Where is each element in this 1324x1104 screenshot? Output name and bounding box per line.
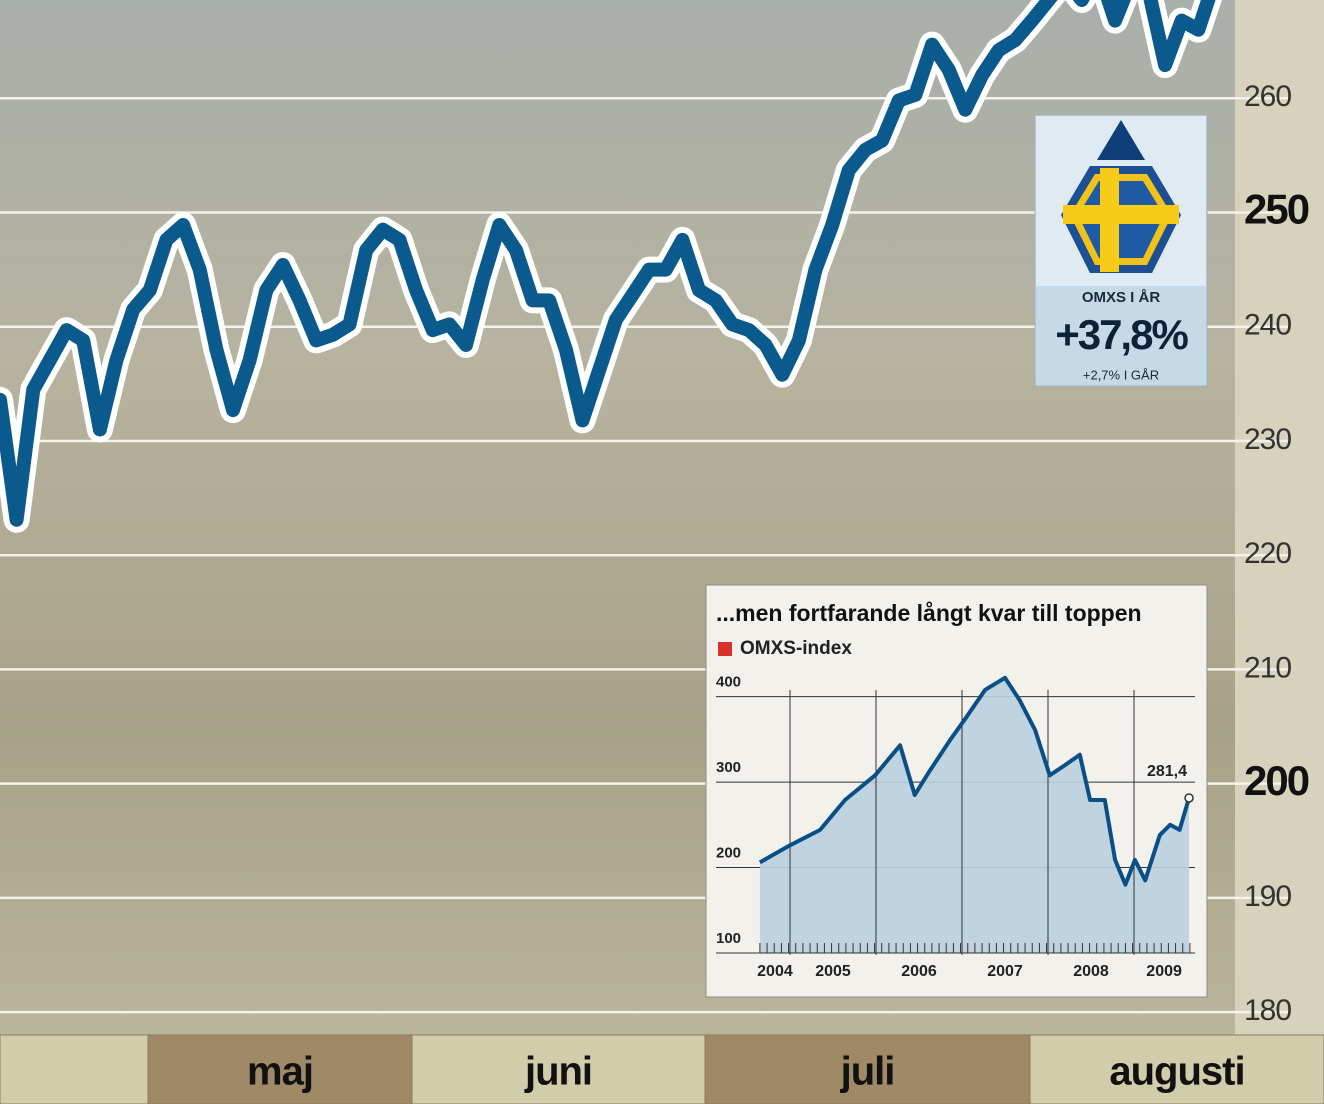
x-tick-label: 2008: [1073, 963, 1109, 980]
page: {"chart_data": [ {"type": "line", "month…: [0, 0, 1324, 1104]
x-tick-label: 2005: [815, 963, 851, 980]
legend-label: OMXS-index: [740, 638, 852, 659]
inset-title: ...men fortfarande långt kvar till toppe…: [716, 600, 1142, 626]
month-bands: maj juni juli augusti: [0, 1035, 1324, 1104]
y-tick-label: 210: [1244, 651, 1291, 684]
badge-change: +37,8%: [1055, 311, 1188, 358]
y-tick-label: 400: [716, 674, 741, 691]
x-tick-label: augusti: [1109, 1050, 1244, 1094]
y-tick-label: 300: [716, 759, 741, 776]
x-tick-label: 2006: [901, 963, 937, 980]
x-tick-label: maj: [247, 1050, 313, 1094]
y-tick-label: 200: [1244, 757, 1309, 804]
x-tick-label: 2004: [757, 963, 793, 980]
x-tick-label: juli: [840, 1050, 895, 1094]
badge-label: OMXS I ÅR: [1082, 289, 1161, 306]
y-tick-label: 200: [716, 845, 741, 862]
legend-swatch: [718, 642, 732, 656]
y-tick-label: 190: [1244, 880, 1291, 913]
flag-cross-h: [1063, 205, 1179, 224]
y-tick-label: 220: [1244, 537, 1291, 570]
y-tick-label: 230: [1244, 423, 1291, 456]
y-tick-label: 240: [1244, 309, 1291, 342]
x-tick-label: 2009: [1146, 963, 1182, 980]
badge: OMXS I ÅR +37,8% +2,7% I GÅR: [1035, 115, 1207, 386]
x-tick-label: 2007: [987, 963, 1023, 980]
month-band: [0, 1035, 148, 1104]
x-tick-label: juni: [524, 1050, 592, 1094]
y-tick-label: 180: [1244, 994, 1291, 1027]
inset-chart: ...men fortfarande långt kvar till toppe…: [706, 585, 1207, 997]
end-point: [1185, 794, 1193, 802]
badge-today: +2,7% I GÅR: [1083, 367, 1159, 382]
value-label: 281,4: [1147, 763, 1187, 780]
y-tick-label: 260: [1244, 80, 1291, 113]
infographic: 180 190 200 210 220 230 240 250 260 maj juni juli a…: [0, 0, 1324, 1104]
y-tick-label: 100: [716, 930, 741, 947]
y-tick-label: 250: [1244, 186, 1309, 233]
